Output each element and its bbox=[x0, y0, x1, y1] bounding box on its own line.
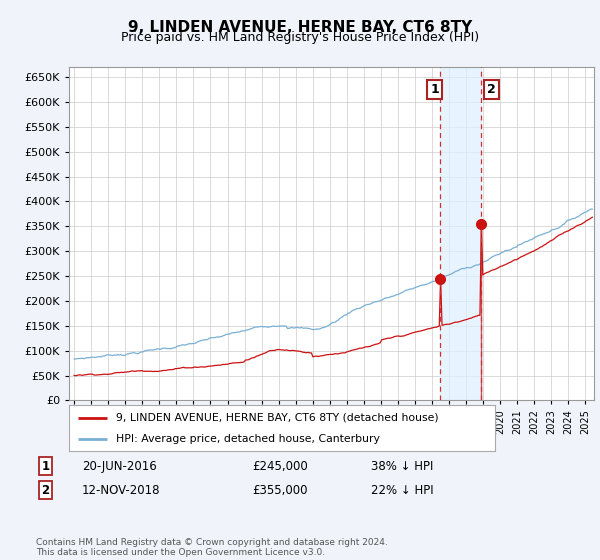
Text: 2: 2 bbox=[487, 83, 496, 96]
Text: 2: 2 bbox=[41, 484, 50, 497]
Text: 9, LINDEN AVENUE, HERNE BAY, CT6 8TY: 9, LINDEN AVENUE, HERNE BAY, CT6 8TY bbox=[128, 20, 472, 35]
Text: Price paid vs. HM Land Registry's House Price Index (HPI): Price paid vs. HM Land Registry's House … bbox=[121, 31, 479, 44]
Text: 1: 1 bbox=[431, 83, 439, 96]
Text: 22% ↓ HPI: 22% ↓ HPI bbox=[371, 484, 433, 497]
Text: £355,000: £355,000 bbox=[252, 484, 308, 497]
Text: Contains HM Land Registry data © Crown copyright and database right 2024.
This d: Contains HM Land Registry data © Crown c… bbox=[36, 538, 388, 557]
Bar bbox=[440, 67, 481, 400]
Text: 9, LINDEN AVENUE, HERNE BAY, CT6 8TY (detached house): 9, LINDEN AVENUE, HERNE BAY, CT6 8TY (de… bbox=[116, 413, 439, 423]
Text: 1: 1 bbox=[41, 460, 50, 473]
Text: HPI: Average price, detached house, Canterbury: HPI: Average price, detached house, Cant… bbox=[116, 435, 380, 444]
Text: £245,000: £245,000 bbox=[252, 460, 308, 473]
Text: 20-JUN-2016: 20-JUN-2016 bbox=[82, 460, 157, 473]
Text: 38% ↓ HPI: 38% ↓ HPI bbox=[371, 460, 433, 473]
Text: 12-NOV-2018: 12-NOV-2018 bbox=[82, 484, 160, 497]
